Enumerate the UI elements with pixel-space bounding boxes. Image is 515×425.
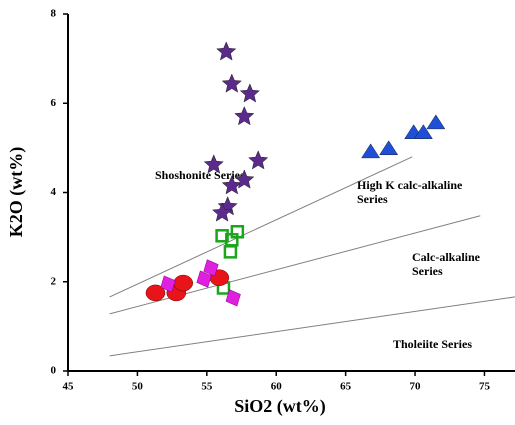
annotation: Shoshonite Series — [155, 168, 245, 182]
y-tick-label: 0 — [51, 365, 57, 377]
boundary-line — [109, 156, 413, 298]
star-point — [221, 73, 242, 93]
star-point — [234, 169, 255, 189]
star-point — [248, 150, 269, 170]
star-point — [203, 154, 224, 174]
x-tick-label: 75 — [479, 381, 491, 393]
x-tick-label: 55 — [201, 381, 213, 393]
diamond-point — [225, 289, 241, 307]
annotation: High K calc-alkaline — [357, 178, 463, 192]
diamond-point — [160, 275, 176, 293]
annotation: Tholeiite Series — [393, 337, 472, 351]
star-point — [221, 175, 242, 195]
annotation: Calc-alkaline — [412, 250, 481, 264]
x-axis-label: SiO2 (wt%) — [234, 396, 326, 417]
x-tick-label: 60 — [271, 381, 283, 393]
y-tick-label: 4 — [51, 186, 57, 198]
triangle-point — [426, 114, 446, 130]
circle-point — [173, 274, 193, 292]
y-tick-label: 2 — [51, 275, 57, 287]
square-point — [215, 229, 229, 243]
star-point — [234, 105, 255, 126]
x-tick-label: 50 — [132, 381, 144, 393]
boundary-line — [109, 296, 515, 357]
triangle-point — [361, 143, 381, 159]
annotation: Series — [357, 192, 388, 206]
y-axis-label: K2O (wt%) — [6, 147, 27, 237]
y-tick-label: 8 — [51, 8, 57, 20]
triangle-point — [413, 124, 433, 139]
square-point — [223, 245, 238, 259]
y-tick-label: 6 — [51, 97, 57, 109]
x-tick-label: 45 — [63, 381, 75, 393]
star-point — [239, 83, 260, 103]
x-tick-label: 65 — [340, 381, 352, 393]
star-point — [216, 41, 237, 61]
diamond-point — [203, 259, 219, 277]
triangle-point — [379, 140, 399, 156]
annotation: Series — [412, 264, 443, 278]
diamond-point — [196, 270, 212, 288]
circle-point — [145, 284, 166, 302]
x-tick-label: 70 — [410, 381, 422, 393]
star-point — [211, 202, 233, 222]
